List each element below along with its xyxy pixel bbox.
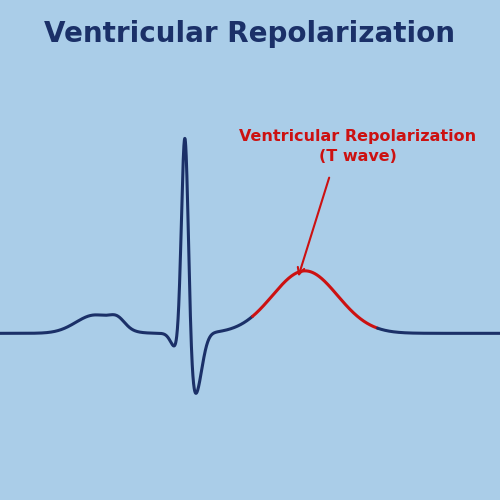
Text: Ventricular Repolarization: Ventricular Repolarization (44, 20, 456, 48)
Text: Ventricular Repolarization
(T wave): Ventricular Repolarization (T wave) (239, 129, 476, 164)
